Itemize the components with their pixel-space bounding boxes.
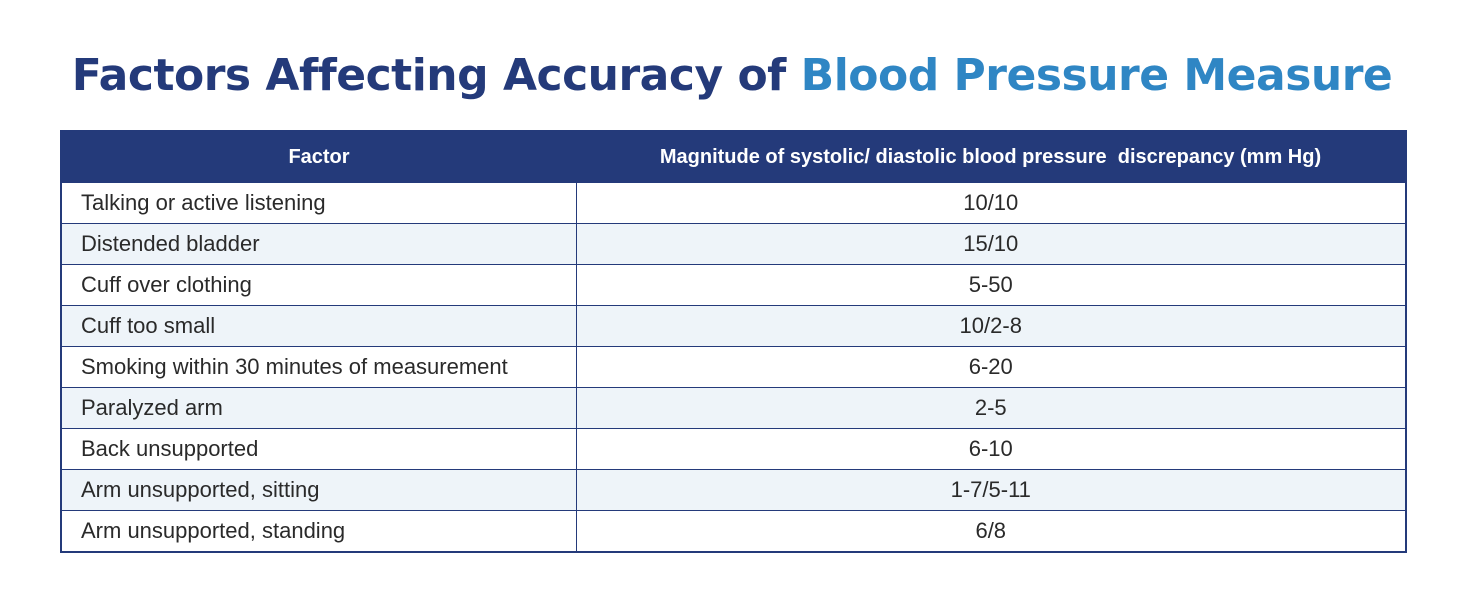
- table-row: Back unsupported 6-10: [61, 428, 1406, 470]
- magnitude-cell: 5-50: [576, 264, 1406, 306]
- factor-cell: Distended bladder: [61, 223, 577, 265]
- factor-cell: Arm unsupported, sitting: [61, 469, 577, 511]
- factor-cell: Arm unsupported, standing: [61, 510, 577, 552]
- factor-cell: Paralyzed arm: [61, 387, 577, 429]
- table-row: Talking or active listening 10/10: [61, 182, 1406, 224]
- factor-cell: Cuff too small: [61, 305, 577, 347]
- table-row: Distended bladder 15/10: [61, 223, 1406, 265]
- magnitude-cell: 10/2-8: [576, 305, 1406, 347]
- title-part-dark: Factors Affecting Accuracy of: [71, 50, 801, 101]
- table-row: Cuff too small 10/2-8: [61, 305, 1406, 347]
- factors-table: Factor Magnitude of systolic/ diastolic …: [60, 130, 1407, 553]
- header-row: Factor Magnitude of systolic/ diastolic …: [61, 131, 1406, 183]
- factor-cell: Smoking within 30 minutes of measurement: [61, 346, 577, 388]
- page-title: Factors Affecting Accuracy of Blood Pres…: [0, 46, 1464, 106]
- magnitude-cell: 6-10: [576, 428, 1406, 470]
- magnitude-cell: 1-7/5-11: [576, 469, 1406, 511]
- magnitude-cell: 6-20: [576, 346, 1406, 388]
- magnitude-cell: 2-5: [576, 387, 1406, 429]
- table-body: Talking or active listening 10/10 Disten…: [61, 182, 1406, 552]
- column-header-magnitude: Magnitude of systolic/ diastolic blood p…: [576, 131, 1406, 183]
- table-row: Cuff over clothing 5-50: [61, 264, 1406, 306]
- title-part-accent: Blood Pressure Measure: [800, 50, 1393, 101]
- factor-cell: Back unsupported: [61, 428, 577, 470]
- factor-cell: Talking or active listening: [61, 182, 577, 224]
- magnitude-cell: 10/10: [576, 182, 1406, 224]
- magnitude-cell: 15/10: [576, 223, 1406, 265]
- column-header-factor: Factor: [61, 131, 576, 183]
- table-row: Arm unsupported, sitting 1-7/5-11: [61, 469, 1406, 511]
- factor-cell: Cuff over clothing: [61, 264, 577, 306]
- magnitude-cell: 6/8: [576, 510, 1406, 552]
- table-row: Arm unsupported, standing 6/8: [61, 510, 1406, 552]
- table-row: Paralyzed arm 2-5: [61, 387, 1406, 429]
- table-row: Smoking within 30 minutes of measurement…: [61, 346, 1406, 388]
- table-header: Factor Magnitude of systolic/ diastolic …: [61, 131, 1406, 183]
